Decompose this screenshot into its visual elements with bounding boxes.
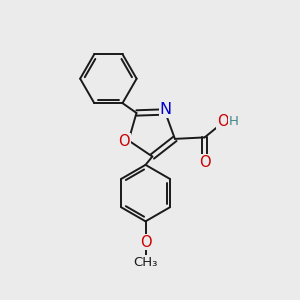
Text: N: N [160, 102, 172, 117]
Text: CH₃: CH₃ [134, 256, 158, 269]
Text: H: H [229, 115, 238, 128]
Text: O: O [199, 155, 210, 170]
Text: O: O [118, 134, 130, 148]
Text: O: O [217, 114, 228, 129]
Text: O: O [140, 235, 152, 250]
